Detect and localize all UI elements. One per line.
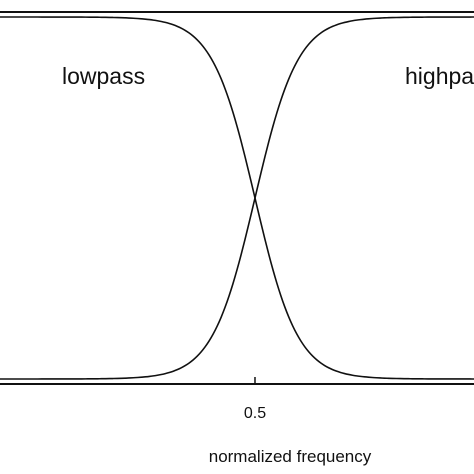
series-label-highpass: highpass xyxy=(405,63,474,89)
series-line-highpass xyxy=(0,16,474,380)
ticks-layer: 0.5 xyxy=(244,377,266,422)
x-axis-label: normalized frequency xyxy=(209,447,372,466)
x-tick-label: 0.5 xyxy=(244,405,266,422)
plot-frame xyxy=(0,11,474,385)
curves-layer xyxy=(0,16,474,380)
series-label-lowpass: lowpass xyxy=(62,63,145,89)
series-line-lowpass xyxy=(0,16,474,380)
